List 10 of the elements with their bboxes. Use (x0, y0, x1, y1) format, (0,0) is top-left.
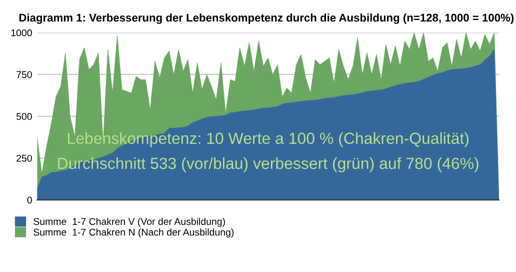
legend-label: Summe 1-7 Chakren N (Nach der Ausbildung) (34, 228, 234, 238)
y-tick-label: 0 (27, 196, 32, 204)
annotation: Durchschnitt 533 (vor/blau) verbessert (grün) auf 780 (46%) (58, 157, 478, 172)
legend-label: Summe 1-7 Chakren V (Vor der Ausbildung) (34, 218, 225, 227)
annotation: Lebenskompetenz: 10 Werte a 100 % (Chakren-Qualität) (68, 132, 468, 148)
y-tick-label: 500 (16, 113, 32, 120)
y-tick-label: 750 (16, 71, 32, 78)
chart-title: Diagramm 1: Verbesserung der Lebenskompetenz durch die Ausbildung (n=128, 1000 = 100%) (19, 13, 514, 24)
y-tick-label: 250 (16, 154, 32, 162)
y-tick-label: 1000 (11, 29, 32, 36)
